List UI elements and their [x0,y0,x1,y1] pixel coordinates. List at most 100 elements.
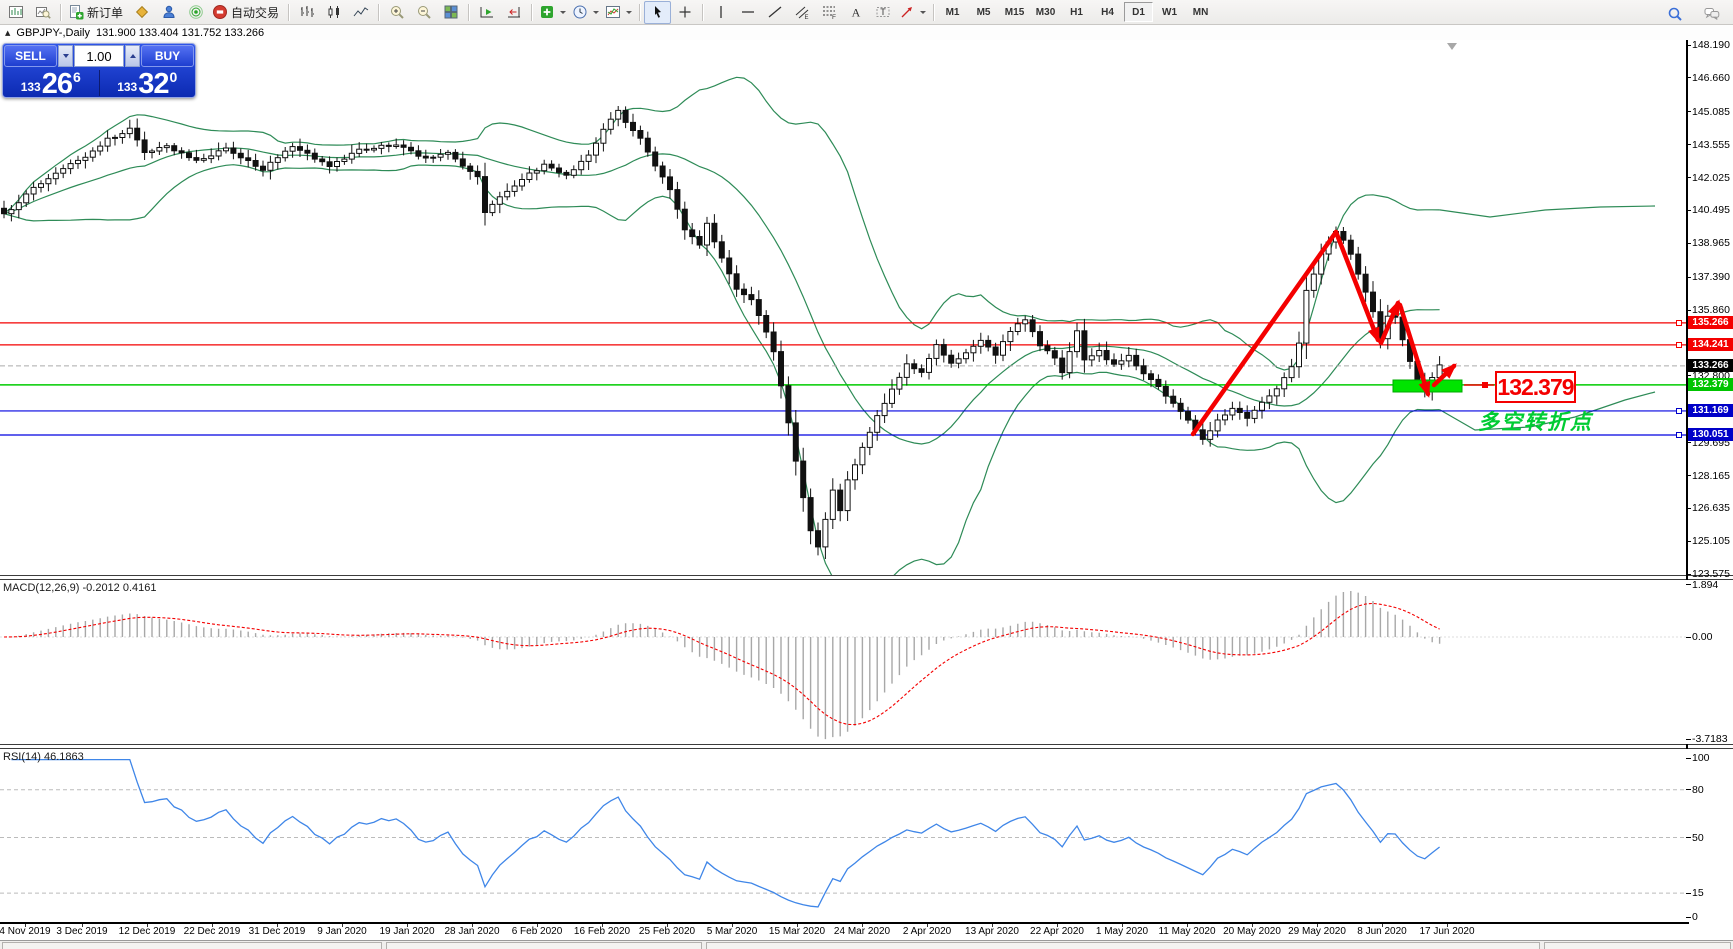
price-axis-tick [1686,309,1691,311]
candle [452,151,459,160]
candle [45,178,52,185]
timeframe-H4[interactable]: H4 [1101,6,1114,18]
chat-icon[interactable] [1698,2,1725,25]
candle [163,145,170,149]
zoom-in-icon[interactable] [383,1,410,24]
panel-separator-macd[interactable] [0,575,1733,580]
date-axis-label: 19 Jan 2020 [379,926,435,937]
label-icon[interactable]: T [869,1,896,24]
timeframe-M30[interactable]: M30 [1035,6,1056,18]
bar-chart-icon[interactable] [293,1,320,24]
fibonacci-icon[interactable]: F [815,1,842,24]
candle [30,186,37,195]
buy-button[interactable]: BUY [141,45,194,67]
channel-icon[interactable]: E [788,1,815,24]
cn-note-text[interactable]: 多空转折点 [1478,411,1593,434]
text-icon[interactable]: A [842,1,869,24]
market-icon[interactable] [128,1,155,24]
main-chart[interactable] [0,40,1733,576]
dropdown-arrow-icon[interactable] [560,10,567,14]
date-axis-label: 16 Feb 2020 [573,926,631,937]
date-axis-tick [1252,924,1253,927]
new-order-button[interactable]: 新订单 [65,1,128,24]
autotrading-button[interactable]: 自动交易 [209,1,284,24]
candle [141,139,148,154]
crosshair-icon[interactable] [671,1,698,24]
timeframe-M1[interactable]: M1 [945,6,960,18]
candle [1162,386,1169,397]
candle [75,159,81,165]
candle [1133,354,1140,367]
add-indicator-icon[interactable] [536,1,569,24]
callout-leader-handle[interactable] [1482,382,1488,388]
date-axis-tick [537,924,538,927]
price-axis-tick [1686,111,1691,113]
price-axis-label-137.390: 137.390 [1692,271,1730,284]
trend-arrow[interactable] [1190,229,1339,437]
date-axis-label: 25 Feb 2020 [638,926,696,937]
timeframe-W1[interactable]: W1 [1162,6,1178,18]
dropdown-arrow-icon[interactable] [593,10,600,14]
date-axis-tick [25,924,26,927]
volume-increase-button[interactable] [125,45,140,67]
dropdown-arrow-icon[interactable] [920,10,927,14]
timeframe-MN[interactable]: MN [1192,6,1209,18]
trend-arrow[interactable] [1397,302,1431,397]
chart-shift-icon[interactable] [500,1,527,24]
sell-button[interactable]: SELL [4,45,57,67]
community-icon[interactable] [155,1,182,24]
price-tag-134.241: 134.241 [1688,338,1733,352]
svg-text:F: F [832,14,836,20]
candle [637,130,644,139]
candle [422,155,429,159]
macd-panel[interactable] [0,580,1733,744]
line-handle[interactable] [1676,407,1682,414]
candle [1259,401,1265,411]
auto-scroll-icon[interactable] [473,1,500,24]
line-chart-icon[interactable] [347,1,374,24]
tile-windows-icon[interactable] [437,1,464,24]
periods-icon[interactable] [569,1,602,24]
date-axis-label: 22 Apr 2020 [1030,926,1084,937]
search-icon[interactable] [1661,2,1688,25]
price-tag-132.379: 132.379 [1688,378,1733,392]
timeframe-H1[interactable]: H1 [1070,6,1083,18]
horizontal-line-icon[interactable] [734,1,761,24]
timeframe-M5[interactable]: M5 [976,6,991,18]
trendline-icon[interactable] [761,1,788,24]
candle [1007,331,1014,343]
candle [874,415,881,433]
candle [933,344,940,359]
candle [289,146,296,152]
candle [193,157,200,161]
line-handle[interactable] [1676,431,1682,438]
candlestick-chart-icon[interactable] [320,1,347,24]
status-cell [2,942,382,949]
dropdown-arrow-icon[interactable] [626,10,633,14]
candle [748,294,755,301]
cursor-icon[interactable] [644,0,672,24]
volume-decrease-button[interactable] [58,45,73,67]
vertical-line-icon[interactable] [707,1,734,24]
line-handle[interactable] [1676,319,1682,326]
signals-icon[interactable] [182,1,209,24]
timeframe-D1[interactable]: D1 [1124,2,1154,22]
toolbar-separator [531,3,533,21]
date-axis-label: 5 Mar 2020 [706,926,758,937]
rsi-panel[interactable] [0,749,1733,922]
candle [1044,345,1051,352]
price-callout-box[interactable]: 132.379 [1495,371,1576,403]
candle [1029,319,1036,333]
timeframe-M15[interactable]: M15 [1004,6,1025,18]
volume-input[interactable] [74,45,124,67]
candle [334,161,340,167]
trend-arrow[interactable] [1333,229,1381,343]
arrows-icon[interactable] [896,1,929,24]
templates-icon[interactable] [602,1,635,24]
profiles-icon[interactable] [29,1,56,24]
candle [578,160,585,171]
new-chart-icon[interactable] [2,1,29,24]
line-handle[interactable] [1676,341,1682,348]
zoom-out-icon[interactable] [410,1,437,24]
panel-separator-rsi[interactable] [0,744,1733,749]
